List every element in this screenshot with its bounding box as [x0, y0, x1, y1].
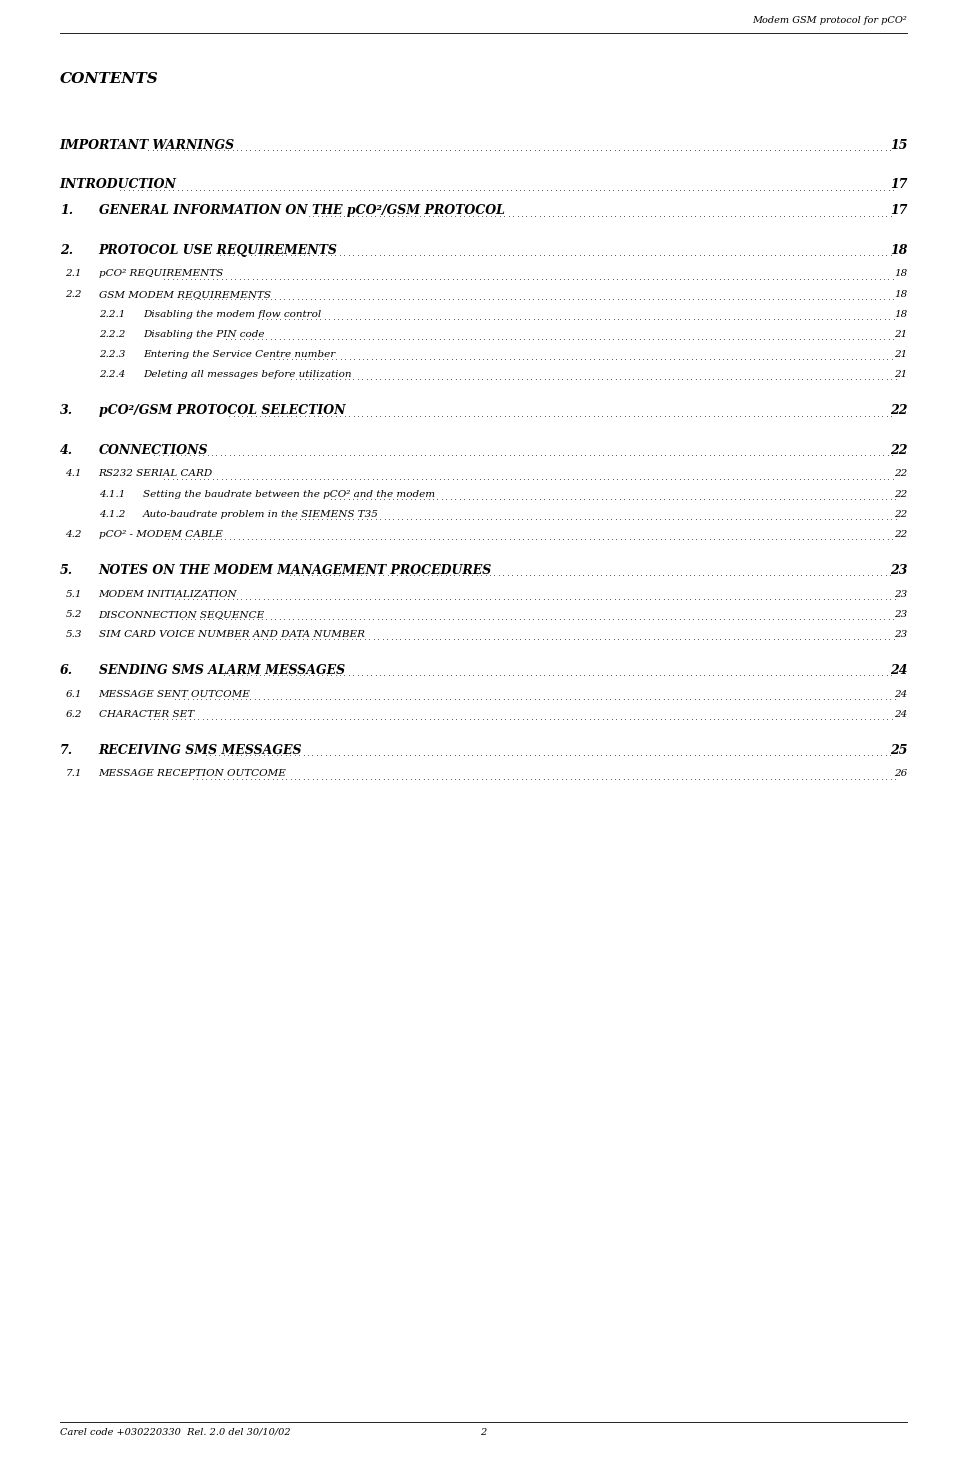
Text: 5.: 5.: [60, 564, 73, 577]
Text: MESSAGE SENT OUTCOME: MESSAGE SENT OUTCOME: [99, 689, 251, 699]
Text: 2.2.4: 2.2.4: [99, 369, 125, 380]
Text: 4.1: 4.1: [65, 470, 82, 478]
Text: 2.: 2.: [60, 244, 73, 256]
Text: 18: 18: [894, 309, 907, 319]
Text: 4.: 4.: [60, 443, 73, 456]
Text: 2.2: 2.2: [65, 290, 82, 299]
Text: 24: 24: [894, 710, 907, 718]
Text: 2.2.2: 2.2.2: [99, 330, 125, 339]
Text: 21: 21: [894, 330, 907, 339]
Text: Disabling the modem flow control: Disabling the modem flow control: [143, 309, 322, 319]
Text: 6.: 6.: [60, 664, 73, 677]
Text: Setting the baudrate between the pCO² and the modem: Setting the baudrate between the pCO² an…: [143, 490, 435, 499]
Text: GSM MODEM REQUIREMENTS: GSM MODEM REQUIREMENTS: [99, 290, 271, 299]
Text: 18: 18: [894, 290, 907, 299]
Text: 17: 17: [890, 205, 907, 218]
Text: Entering the Service Centre number: Entering the Service Centre number: [143, 350, 335, 359]
Text: INTRODUCTION: INTRODUCTION: [60, 178, 177, 191]
Text: 22: 22: [890, 405, 907, 417]
Text: 24: 24: [890, 664, 907, 677]
Text: 22: 22: [890, 443, 907, 456]
Text: 26: 26: [894, 770, 907, 779]
Text: IMPORTANT WARNINGS: IMPORTANT WARNINGS: [60, 138, 235, 152]
Text: 4.1.2: 4.1.2: [99, 509, 125, 518]
Text: CONTENTS: CONTENTS: [60, 72, 158, 87]
Text: 22: 22: [894, 470, 907, 478]
Text: CONNECTIONS: CONNECTIONS: [99, 443, 208, 456]
Text: NOTES ON THE MODEM MANAGEMENT PROCEDURES: NOTES ON THE MODEM MANAGEMENT PROCEDURES: [99, 564, 492, 577]
Text: 2: 2: [480, 1428, 487, 1437]
Text: RECEIVING SMS MESSAGES: RECEIVING SMS MESSAGES: [99, 743, 302, 757]
Text: PROTOCOL USE REQUIREMENTS: PROTOCOL USE REQUIREMENTS: [99, 244, 338, 256]
Text: MESSAGE RECEPTION OUTCOME: MESSAGE RECEPTION OUTCOME: [99, 770, 286, 779]
Text: 4.2: 4.2: [65, 530, 82, 539]
Text: GENERAL INFORMATION ON THE pCO²/GSM PROTOCOL: GENERAL INFORMATION ON THE pCO²/GSM PROT…: [99, 205, 505, 218]
Text: 21: 21: [894, 369, 907, 380]
Text: 15: 15: [890, 138, 907, 152]
Text: 22: 22: [894, 530, 907, 539]
Text: 21: 21: [894, 350, 907, 359]
Text: 2.2.3: 2.2.3: [99, 350, 125, 359]
Text: 6.2: 6.2: [65, 710, 82, 718]
Text: Deleting all messages before utilization: Deleting all messages before utilization: [143, 369, 351, 380]
Text: 23: 23: [894, 590, 907, 599]
Text: 22: 22: [894, 509, 907, 518]
Text: DISCONNECTION SEQUENCE: DISCONNECTION SEQUENCE: [99, 609, 265, 618]
Text: 3.: 3.: [60, 405, 73, 417]
Text: Auto-baudrate problem in the SIEMENS T35: Auto-baudrate problem in the SIEMENS T35: [143, 509, 379, 518]
Text: pCO²/GSM PROTOCOL SELECTION: pCO²/GSM PROTOCOL SELECTION: [99, 405, 345, 417]
Text: 17: 17: [890, 178, 907, 191]
Text: 7.: 7.: [60, 743, 73, 757]
Text: 5.2: 5.2: [65, 609, 82, 618]
Text: 1.: 1.: [60, 205, 73, 218]
Text: 6.1: 6.1: [65, 689, 82, 699]
Text: CHARACTER SET: CHARACTER SET: [99, 710, 194, 718]
Text: 24: 24: [894, 689, 907, 699]
Text: Modem GSM protocol for pCO²: Modem GSM protocol for pCO²: [753, 16, 907, 25]
Text: 7.1: 7.1: [65, 770, 82, 779]
Text: 23: 23: [894, 630, 907, 639]
Text: 2.1: 2.1: [65, 269, 82, 278]
Text: 25: 25: [890, 743, 907, 757]
Text: pCO² REQUIREMENTS: pCO² REQUIREMENTS: [99, 269, 223, 278]
Text: MODEM INITIALIZATION: MODEM INITIALIZATION: [99, 590, 237, 599]
Text: 23: 23: [894, 609, 907, 618]
Text: 5.1: 5.1: [65, 590, 82, 599]
Text: 2.2.1: 2.2.1: [99, 309, 125, 319]
Text: 23: 23: [890, 564, 907, 577]
Text: 22: 22: [894, 490, 907, 499]
Text: 18: 18: [890, 244, 907, 256]
Text: 4.1.1: 4.1.1: [99, 490, 125, 499]
Text: RS232 SERIAL CARD: RS232 SERIAL CARD: [99, 470, 213, 478]
Text: 5.3: 5.3: [65, 630, 82, 639]
Text: SIM CARD VOICE NUMBER AND DATA NUMBER: SIM CARD VOICE NUMBER AND DATA NUMBER: [99, 630, 365, 639]
Text: pCO² - MODEM CABLE: pCO² - MODEM CABLE: [99, 530, 223, 539]
Text: Carel code +030220330  Rel. 2.0 del 30/10/02: Carel code +030220330 Rel. 2.0 del 30/10…: [60, 1428, 290, 1437]
Text: SENDING SMS ALARM MESSAGES: SENDING SMS ALARM MESSAGES: [99, 664, 345, 677]
Text: Disabling the PIN code: Disabling the PIN code: [143, 330, 265, 339]
Text: 18: 18: [894, 269, 907, 278]
